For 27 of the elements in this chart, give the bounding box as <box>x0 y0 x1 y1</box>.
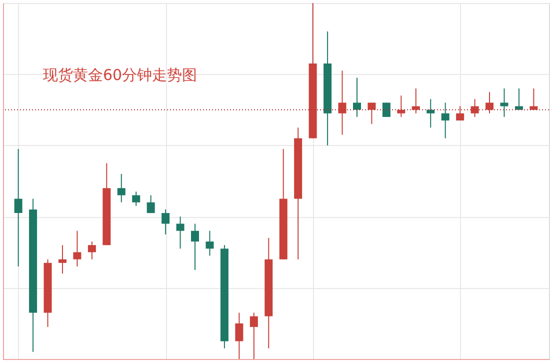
candlestick <box>470 98 479 118</box>
candlestick <box>514 88 523 110</box>
candlestick <box>338 70 346 136</box>
candlestick <box>412 88 420 114</box>
candlestick <box>235 312 244 360</box>
candlestick <box>132 191 140 206</box>
candlestick <box>250 312 258 360</box>
candlestick <box>146 194 155 214</box>
candlestick <box>206 230 214 256</box>
candlestick <box>58 244 66 274</box>
candlestick <box>397 95 406 118</box>
candlestick <box>426 98 435 128</box>
candlestick <box>176 216 184 250</box>
candlestick <box>191 223 200 270</box>
candlestick <box>162 208 170 235</box>
candlestick <box>73 230 82 267</box>
candlestick <box>117 173 126 203</box>
candlestick <box>486 92 494 114</box>
candlestick <box>88 241 96 260</box>
candlestick <box>382 102 390 118</box>
candlestick <box>456 106 464 121</box>
text: 现货黄金60分钟走势图 <box>43 66 198 84</box>
candlestick <box>441 102 450 139</box>
candlestick <box>500 88 508 118</box>
candlestick <box>368 102 376 125</box>
candlestick <box>530 88 538 110</box>
candlestick <box>352 77 361 118</box>
